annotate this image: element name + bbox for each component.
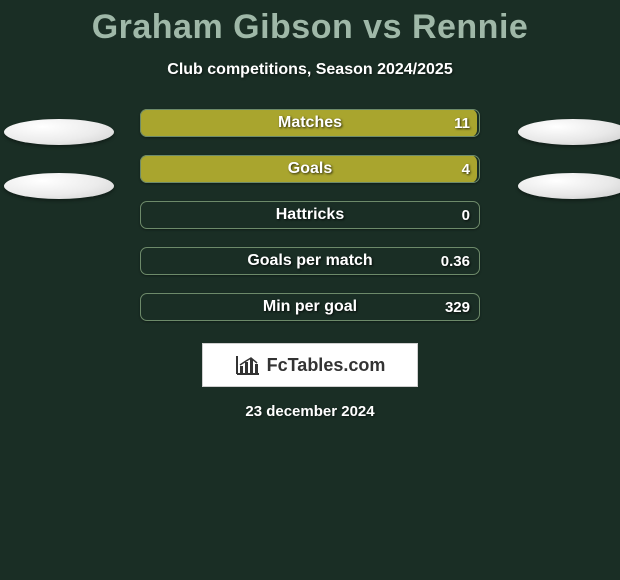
- brand-text: FcTables.com: [267, 355, 386, 376]
- page-title: Graham Gibson vs Rennie: [0, 0, 620, 47]
- stat-bar-outline: [140, 247, 480, 275]
- stat-bar-outline: [140, 293, 480, 321]
- date-text: 23 december 2024: [0, 403, 620, 420]
- stat-bar-outline: [140, 155, 480, 183]
- stat-bar-outline: [140, 109, 480, 137]
- player-avatar-placeholder: [4, 119, 114, 145]
- player-avatar-placeholder: [518, 173, 620, 199]
- stat-bars: Matches 11 Goals 4 Hattricks 0 Goals per…: [140, 109, 480, 321]
- bar-chart-icon: [235, 354, 261, 376]
- brand-badge[interactable]: FcTables.com: [202, 343, 418, 387]
- left-avatar-column: [0, 119, 124, 199]
- stat-bar-outline: [140, 201, 480, 229]
- stat-bar-goals-per-match: Goals per match 0.36: [140, 247, 480, 275]
- stat-bar-matches: Matches 11: [140, 109, 480, 137]
- comparison-area: Matches 11 Goals 4 Hattricks 0 Goals per…: [0, 109, 620, 321]
- subtitle: Club competitions, Season 2024/2025: [0, 61, 620, 79]
- stat-bar-min-per-goal: Min per goal 329: [140, 293, 480, 321]
- stat-bar-goals: Goals 4: [140, 155, 480, 183]
- player-avatar-placeholder: [4, 173, 114, 199]
- right-avatar-column: [508, 119, 620, 199]
- player-avatar-placeholder: [518, 119, 620, 145]
- stat-bar-hattricks: Hattricks 0: [140, 201, 480, 229]
